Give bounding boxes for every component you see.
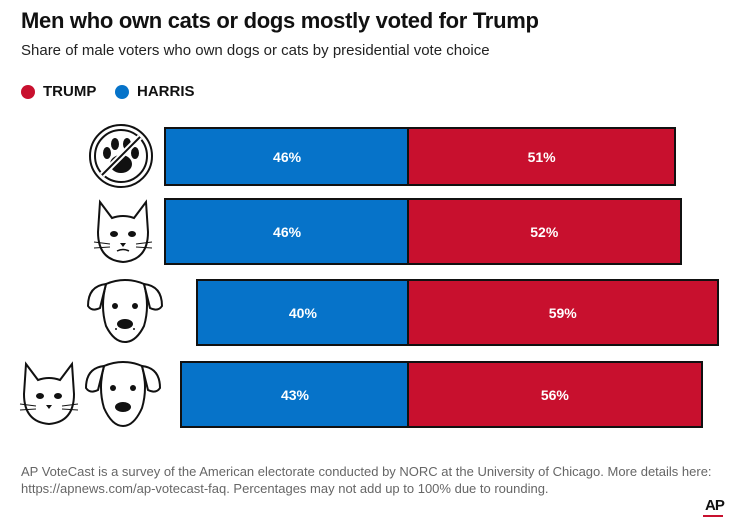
bar-harris-2: 40% (195, 279, 408, 346)
chart-title: Men who own cats or dogs mostly voted fo… (21, 8, 539, 33)
chart-subtitle: Share of male voters who own dogs or cat… (21, 42, 490, 59)
bar-harris-3: 43% (179, 361, 408, 428)
bar-label-harris: 46% (273, 148, 302, 165)
bar-label-trump: 52% (530, 223, 559, 240)
legend-item-harris: HARRIS (115, 83, 195, 100)
bar-label-trump: 56% (540, 386, 569, 403)
cat-and-dog-icon (19, 361, 162, 428)
ap-logo: AP (705, 497, 725, 514)
footnote: AP VoteCast is a survey of the American … (21, 464, 712, 496)
cat-icon (93, 199, 153, 264)
no-pets-icon (89, 124, 153, 188)
legend-label-trump: TRUMP (43, 83, 97, 100)
bar-harris-0: 46% (164, 127, 408, 186)
legend-label-harris: HARRIS (137, 83, 195, 100)
bar-label-trump: 51% (527, 148, 556, 165)
bar-label-harris: 40% (288, 304, 317, 321)
legend-item-trump: TRUMP (21, 83, 96, 100)
bar-trump-0: 51% (407, 127, 677, 186)
bar-trump-1: 52% (407, 198, 682, 265)
trump-swatch (21, 84, 35, 99)
bar-label-harris: 46% (273, 223, 302, 240)
dog-icon (86, 279, 164, 344)
ap-logo-underline (703, 515, 723, 517)
bar-label-harris: 43% (280, 386, 309, 403)
harris-swatch (115, 84, 129, 99)
bar-harris-1: 46% (164, 198, 408, 265)
bar-trump-3: 56% (407, 361, 703, 428)
bar-label-trump: 59% (548, 304, 577, 321)
bar-trump-2: 59% (407, 279, 719, 346)
